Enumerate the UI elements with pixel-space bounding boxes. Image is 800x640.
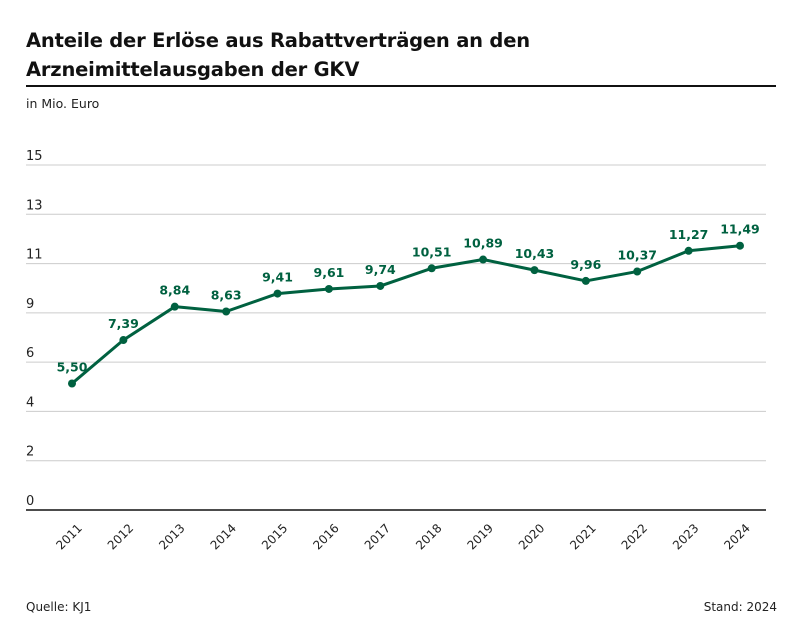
x-tick-label: 2012 — [105, 521, 136, 552]
data-label: 9,61 — [314, 265, 345, 280]
data-point — [170, 302, 179, 311]
unit-label: in Mio. Euro — [26, 96, 100, 111]
series-line-layer — [71, 244, 741, 385]
x-tick-label: 2021 — [567, 521, 598, 552]
data-point — [633, 267, 642, 276]
data-point — [324, 284, 333, 293]
x-tick-label: 2020 — [516, 521, 547, 552]
data-label: 10,37 — [617, 247, 657, 262]
data-label: 9,41 — [262, 270, 293, 285]
x-axis-ticks: 2011 2012 2013 2014 2015 2016 2017 2018 2019 2020… — [53, 521, 752, 552]
stand-note: Stand: 2024 — [703, 600, 777, 614]
data-point — [479, 255, 488, 264]
series-line — [71, 244, 741, 385]
data-point — [273, 289, 282, 298]
chart-title: Anteile der Erlöse aus Rabattverträgen a… — [26, 29, 530, 81]
data-label: 5,50 — [57, 360, 88, 375]
data-label: 9,74 — [365, 262, 396, 277]
data-label: 11,27 — [669, 227, 709, 242]
data-point — [222, 307, 231, 316]
data-point — [68, 379, 76, 388]
data-label: 8,63 — [211, 288, 242, 303]
x-tick-label: 2022 — [619, 521, 650, 552]
data-label: 7,39 — [108, 316, 139, 331]
y-tick-label: 13 — [26, 198, 43, 213]
y-tick-label: 6 — [26, 346, 34, 361]
data-points — [68, 241, 744, 388]
data-label: 11,49 — [720, 222, 760, 237]
source-note: Quelle: KJ1 — [26, 600, 92, 614]
data-point — [119, 336, 128, 345]
y-tick-label: 15 — [26, 149, 43, 164]
data-point — [376, 281, 385, 290]
data-label: 10,89 — [463, 236, 503, 251]
title-divider — [26, 85, 776, 87]
data-label: 10,51 — [412, 244, 452, 259]
x-tick-label: 2018 — [413, 521, 444, 552]
y-tick-label: 0 — [26, 494, 34, 509]
data-labels: 5,50 7,39 8,84 8,63 9,41 9,61 9,74 10,51 10,89 10… — [57, 222, 760, 375]
x-tick-label: 2011 — [53, 521, 84, 552]
y-axis-ticks: 0 2 4 6 9 11 13 15 — [26, 149, 43, 509]
data-point — [581, 276, 590, 285]
x-tick-label: 2013 — [156, 521, 187, 552]
x-tick-label: 2024 — [721, 521, 752, 552]
x-tick-label: 2017 — [362, 521, 393, 552]
x-tick-label: 2014 — [208, 521, 239, 552]
data-point — [736, 241, 744, 250]
x-tick-label: 2015 — [259, 521, 290, 552]
data-label: 9,96 — [570, 257, 601, 272]
data-point — [427, 264, 436, 273]
y-tick-label: 4 — [26, 395, 34, 410]
y-tick-label: 9 — [26, 297, 34, 312]
x-tick-label: 2019 — [464, 521, 495, 552]
data-point — [530, 266, 539, 275]
grid-layer — [26, 164, 766, 511]
x-tick-label: 2016 — [310, 521, 341, 552]
x-tick-label: 2023 — [670, 521, 701, 552]
data-label: 10,43 — [515, 246, 555, 261]
data-point — [684, 246, 693, 255]
data-label: 8,84 — [159, 283, 190, 298]
y-tick-label: 11 — [26, 248, 43, 263]
y-tick-label: 2 — [26, 445, 34, 460]
